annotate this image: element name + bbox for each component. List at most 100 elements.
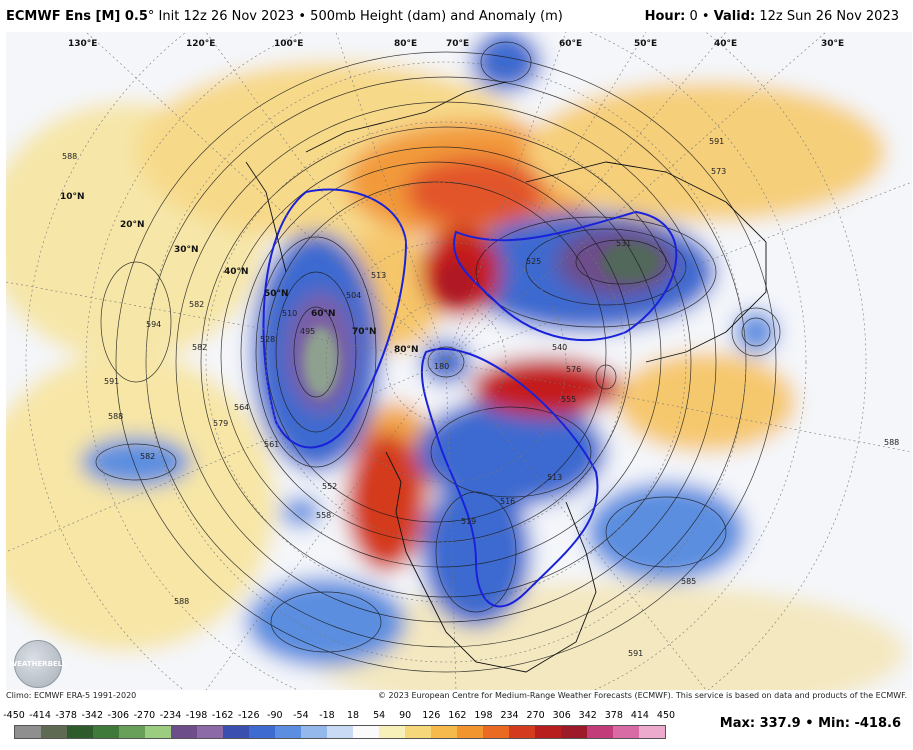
colorbar-swatch	[405, 726, 431, 738]
max-label: Max:	[719, 716, 756, 731]
footer-notes: Climo: ECMWF ERA-5 1991-2020 © 2023 Euro…	[6, 691, 907, 703]
contour-label: 591	[709, 137, 724, 146]
stats-readout: Max: 337.9 • Min: -418.6	[720, 716, 901, 731]
contour-label: 540	[552, 343, 567, 352]
colorbar-swatch	[353, 726, 379, 738]
bullet-sep2: •	[701, 8, 710, 24]
lat-label: 70°N	[352, 327, 377, 337]
contour-label: 516	[500, 497, 515, 506]
anomaly-field	[6, 32, 912, 690]
colorbar-swatch	[483, 726, 509, 738]
colorbar-label: -54	[293, 710, 309, 721]
lat-label: 20°N	[120, 220, 145, 230]
contour-label: 591	[104, 377, 119, 386]
header-right: Hour: 0 • Valid: 12z Sun 26 Nov 2023	[645, 9, 899, 24]
lon-label: 70°E	[446, 39, 469, 49]
reference-contour	[262, 188, 678, 608]
colorbar-swatch	[275, 726, 301, 738]
contour-label: 564	[234, 403, 249, 412]
min-label: Min:	[818, 716, 850, 731]
contour-label: 531	[616, 239, 631, 248]
valid-label: Valid:	[713, 8, 756, 24]
colorbar-swatch	[301, 726, 327, 738]
hour-label: Hour:	[644, 8, 686, 24]
contour-label: 528	[260, 335, 275, 344]
logo-text: WEATHERBELL	[9, 660, 67, 668]
contour-label: 552	[322, 482, 337, 491]
product-name: 500mb Height (dam) and Anomaly (m)	[310, 8, 563, 24]
climo-note: Climo: ECMWF ERA-5 1991-2020	[6, 691, 137, 700]
lat-label: 10°N	[60, 192, 85, 202]
contour-labels: 588 588 594 582 591 588 582 579 564 561 …	[62, 137, 899, 658]
contour-label: 588	[884, 438, 899, 447]
copyright-note: © 2023 European Centre for Medium-Range …	[378, 691, 907, 700]
lon-label: 80°E	[394, 39, 417, 49]
contour-label: 588	[174, 597, 189, 606]
colorbar-swatch	[379, 726, 405, 738]
map-graphic: 10°N 20°N 30°N 40°N 50°N 60°N 70°N 80°N …	[6, 32, 912, 690]
bullet-sep: •	[298, 8, 307, 24]
model-name: ECMWF Ens [M] 0.5	[6, 8, 148, 24]
contour-label: 495	[300, 327, 315, 336]
coastlines	[245, 81, 767, 673]
contour-label: 573	[711, 167, 726, 176]
colorbar-swatch	[119, 726, 145, 738]
colorbar-swatch	[431, 726, 457, 738]
colorbar-swatch	[509, 726, 535, 738]
colorbar-swatch	[587, 726, 613, 738]
lon-label: 40°E	[714, 39, 737, 49]
height-contours	[95, 41, 781, 673]
colorbar-label: -306	[107, 710, 130, 721]
valid-value: 12z Sun 26 Nov 2023	[759, 8, 899, 24]
colorbar-label: 18	[346, 710, 360, 721]
colorbar-label: 342	[578, 710, 597, 721]
header-left: ECMWF Ens [M] 0.5° Init 12z 26 Nov 2023 …	[6, 9, 563, 24]
colorbar-swatch	[41, 726, 67, 738]
hour-value: 0	[689, 8, 698, 24]
contour-label: 582	[189, 300, 204, 309]
colorbar-swatch	[535, 726, 561, 738]
colorbar-label: 126	[422, 710, 441, 721]
forecast-map: 10°N 20°N 30°N 40°N 50°N 60°N 70°N 80°N …	[6, 32, 912, 690]
lat-label: 50°N	[264, 289, 289, 299]
contour-label: 519	[461, 517, 476, 526]
contour-label: 588	[108, 412, 123, 421]
colorbar-swatch	[613, 726, 639, 738]
colorbar-labels: -450 -414 -378 -342 -306 -270 -234 -198 -162 -126…	[3, 710, 675, 724]
colorbar-swatch	[145, 726, 171, 738]
contour-label: 525	[526, 257, 541, 266]
colorbar-label: -234	[159, 710, 182, 721]
contour-label: 504	[346, 291, 361, 300]
lon-labels: 130°E 120°E 100°E 80°E 70°E 60°E 50°E 40…	[68, 39, 844, 49]
colorbar-label: 54	[373, 710, 386, 721]
colorbar-label: 414	[630, 710, 649, 721]
contour-label: 582	[140, 452, 155, 461]
contour-label: 180	[434, 362, 449, 371]
colorbar-swatches	[14, 725, 666, 739]
graticule	[6, 32, 912, 690]
contour-label: 588	[62, 152, 77, 161]
lat-label: 60°N	[311, 309, 336, 319]
contour-label: 555	[561, 395, 576, 404]
lat-labels: 10°N 20°N 30°N 40°N 50°N 60°N 70°N 80°N	[60, 192, 419, 355]
contour-label: 510	[282, 309, 297, 318]
colorbar-label: -90	[267, 710, 283, 721]
lon-label: 120°E	[186, 39, 215, 49]
lon-label: 30°E	[821, 39, 844, 49]
colorbar-swatch	[15, 726, 41, 738]
stats-sep: •	[805, 716, 814, 731]
min-value: -418.6	[854, 716, 901, 731]
contour-label: 561	[264, 440, 279, 449]
colorbar-swatch	[223, 726, 249, 738]
colorbar-swatch	[561, 726, 587, 738]
colorbar-label: -414	[29, 710, 51, 721]
colorbar-swatch	[249, 726, 275, 738]
colorbar-label: -270	[133, 710, 156, 721]
init-time: Init 12z 26 Nov 2023	[158, 8, 295, 24]
contour-label: 591	[628, 649, 643, 658]
colorbar-swatch	[67, 726, 93, 738]
colorbar-label: -450	[3, 710, 25, 721]
colorbar-swatch	[639, 726, 665, 738]
colorbar: -450 -414 -378 -342 -306 -270 -234 -198 -162 -126…	[3, 705, 746, 749]
lon-label: 60°E	[559, 39, 582, 49]
